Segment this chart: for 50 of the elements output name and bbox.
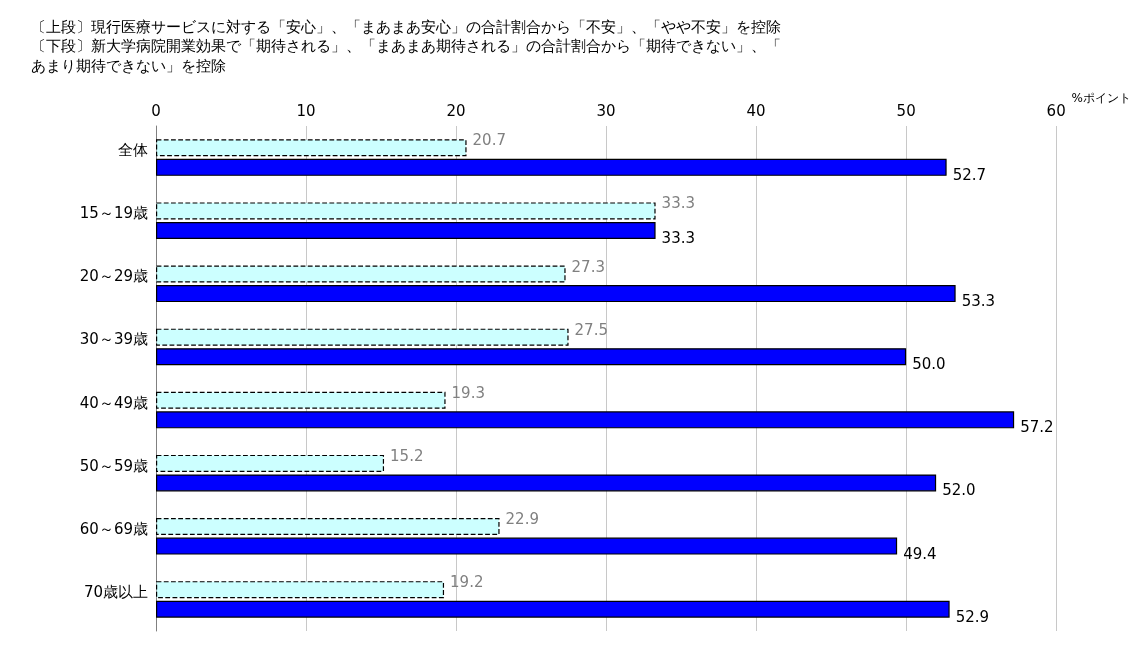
data-label: 49.4 bbox=[903, 544, 937, 563]
bar bbox=[156, 411, 1015, 429]
bar bbox=[156, 454, 385, 472]
bar bbox=[156, 348, 907, 366]
bar bbox=[156, 265, 566, 283]
bar bbox=[156, 474, 937, 492]
data-label: 33.3 bbox=[661, 194, 695, 213]
data-label: 19.3 bbox=[451, 383, 485, 402]
data-label: 52.0 bbox=[942, 481, 976, 500]
bar bbox=[156, 518, 500, 536]
data-label: 52.7 bbox=[952, 165, 987, 184]
bar bbox=[156, 581, 445, 599]
x-tick-label: 20 bbox=[446, 101, 466, 120]
data-label: 27.5 bbox=[574, 320, 608, 339]
y-tick-label: 15～19歳 bbox=[79, 204, 148, 223]
y-tick-label: 40～49歳 bbox=[79, 393, 148, 412]
data-label: 19.2 bbox=[450, 573, 484, 592]
data-label: 22.9 bbox=[505, 510, 539, 529]
bar bbox=[156, 202, 656, 220]
x-tick-label: 40 bbox=[746, 101, 766, 120]
y-tick-label: 60～69歳 bbox=[79, 519, 148, 538]
x-tick-label: 0 bbox=[151, 101, 161, 120]
data-label: 53.3 bbox=[961, 292, 996, 311]
bar bbox=[156, 391, 446, 409]
bar bbox=[156, 600, 950, 618]
data-label: 33.3 bbox=[661, 228, 695, 247]
data-label: 50.0 bbox=[912, 355, 946, 374]
data-label: 57.2 bbox=[1020, 418, 1054, 437]
bar bbox=[156, 139, 467, 157]
data-label: 20.7 bbox=[472, 131, 506, 150]
bar bbox=[156, 221, 656, 239]
bar bbox=[156, 158, 947, 176]
x-tick-label: 50 bbox=[896, 101, 916, 120]
bar bbox=[156, 537, 898, 555]
bar bbox=[156, 285, 956, 303]
x-tick-label: 30 bbox=[596, 101, 616, 120]
y-tick-label: 20～29歳 bbox=[79, 267, 148, 286]
y-tick-label: 30～39歳 bbox=[79, 330, 148, 349]
y-tick-label: 70歳以上 bbox=[83, 582, 148, 601]
data-label: 27.3 bbox=[571, 257, 605, 276]
chart-subtitle: 〔下段〕新大学病院開業効果で「期待される」、「まあまあ期待される」の合計割合から「期待できない」、「あまり期待できない」を控除 bbox=[31, 37, 781, 75]
y-tick-label: 全体 bbox=[118, 141, 148, 160]
x-tick-label: 10 bbox=[296, 101, 316, 120]
data-label: 15.2 bbox=[390, 446, 424, 465]
data-label: 52.9 bbox=[955, 607, 990, 626]
chart-title: 〔上段〕現行医療サービスに対する「安心」、「まあまあ安心」の合計割合から「不安」、「やや不安」を控除 bbox=[31, 17, 781, 36]
y-tick-label: 50～59歳 bbox=[79, 456, 148, 475]
bar bbox=[156, 328, 569, 346]
x-axis-title: %ポイント bbox=[1071, 91, 1131, 105]
x-tick-label: 60 bbox=[1046, 101, 1066, 120]
